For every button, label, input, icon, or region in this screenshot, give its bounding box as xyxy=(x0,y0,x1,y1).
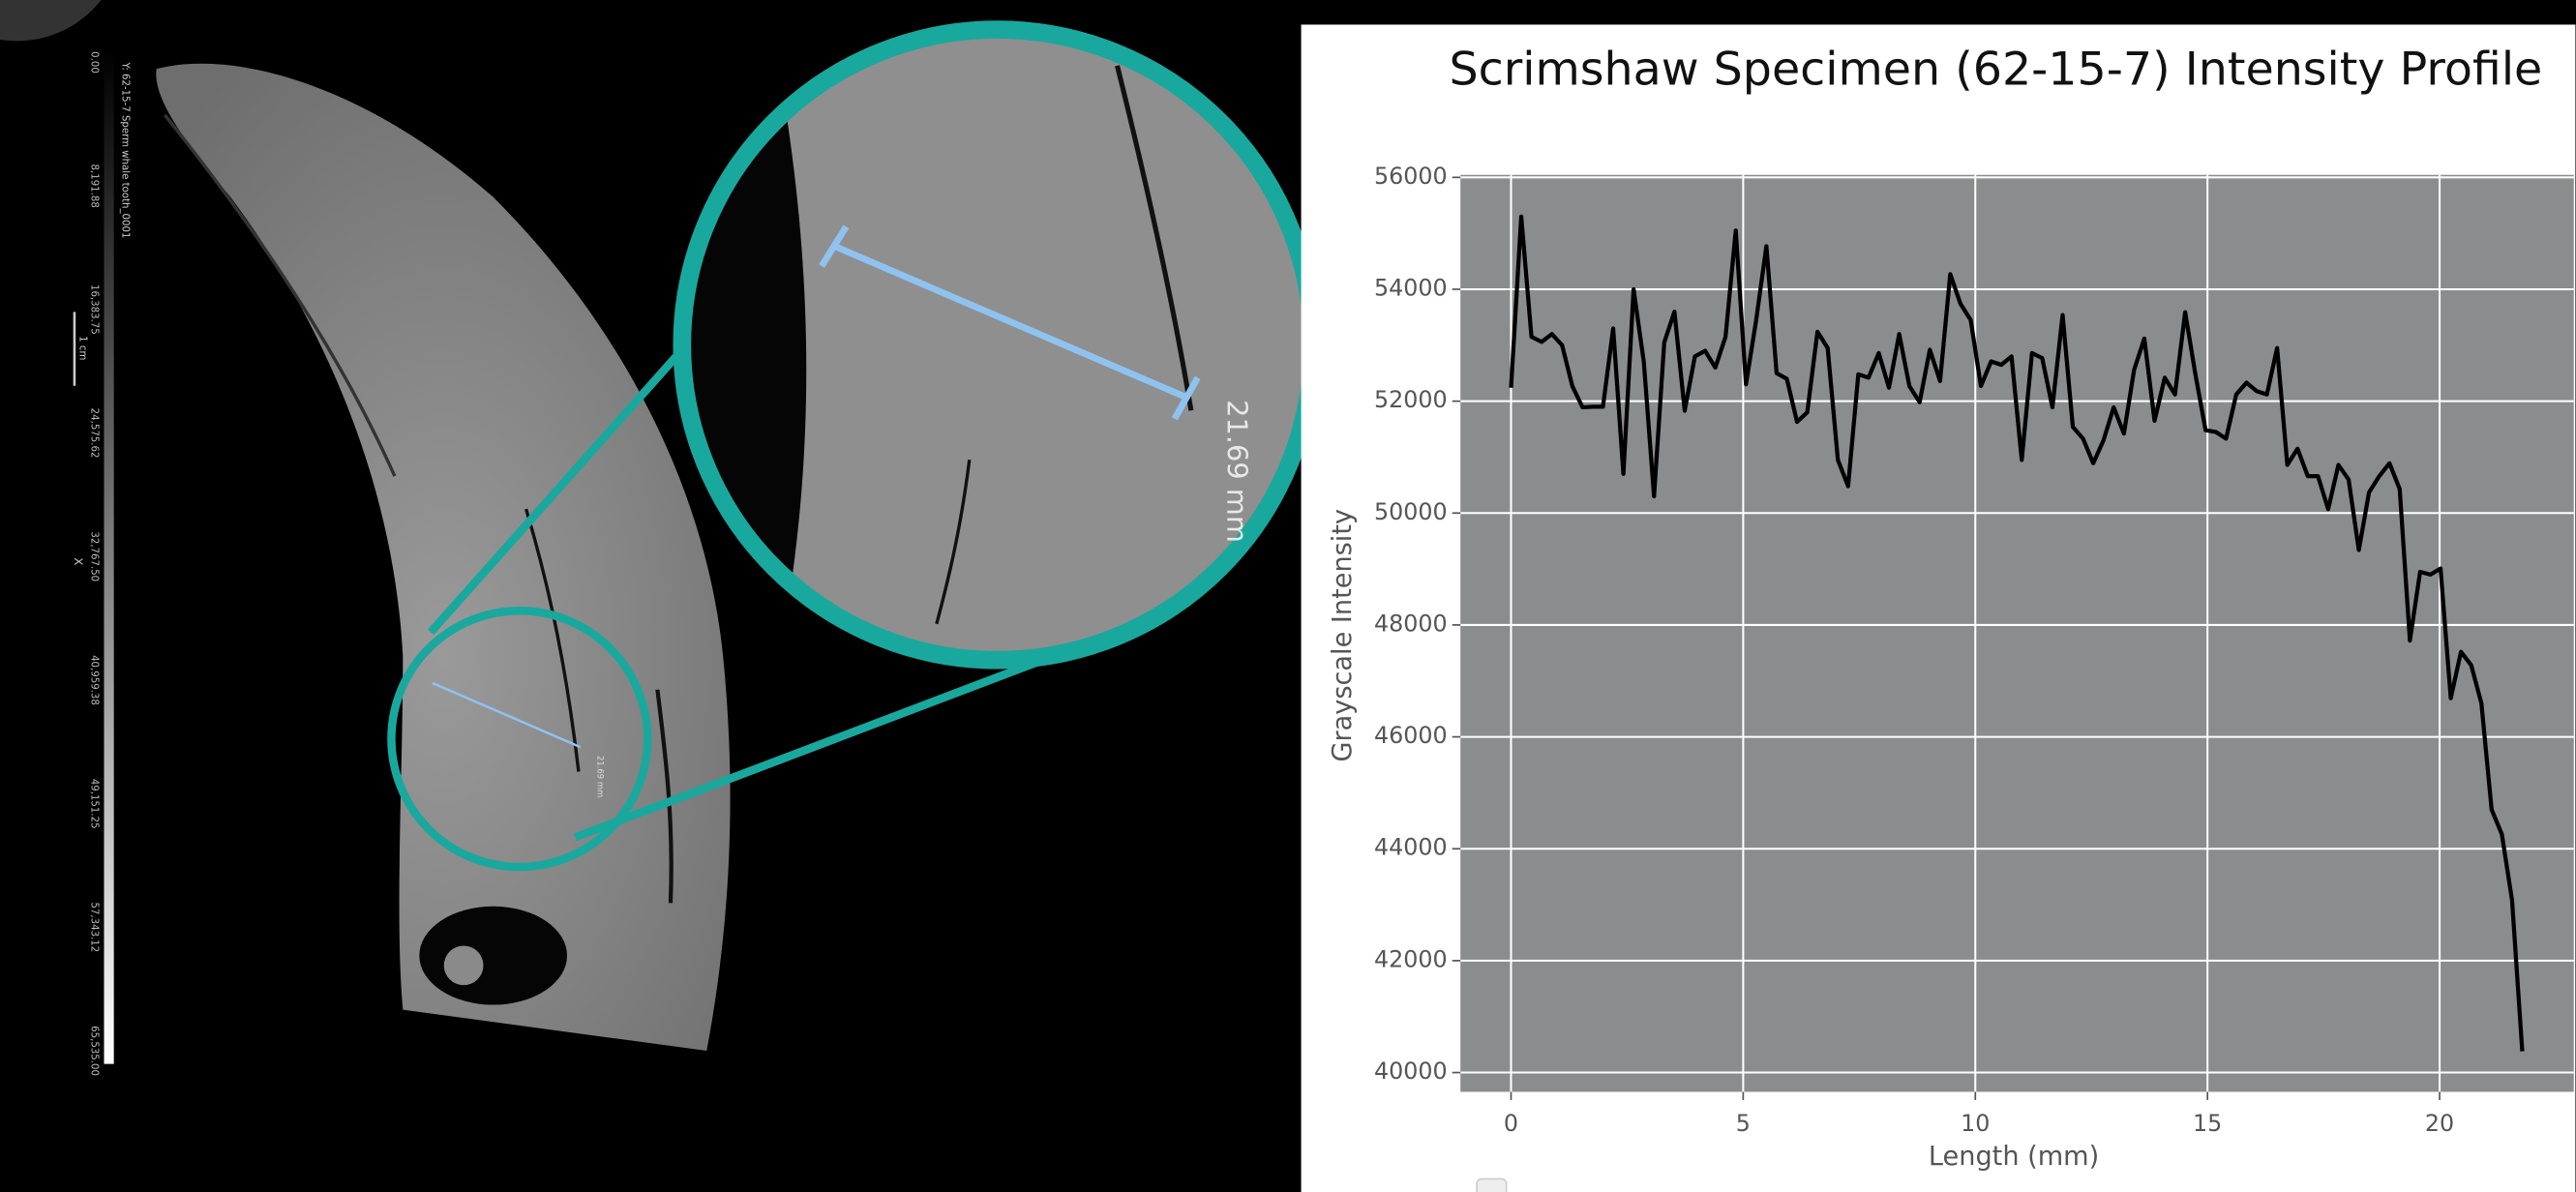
colorbar-label: 57,343.12 xyxy=(88,902,99,952)
file-label: Y: 62-15-7 Sperm whale tooth_0001 xyxy=(120,61,131,238)
y-tick-label: 56000 xyxy=(1374,163,1448,190)
colorbar-label: 40,959.38 xyxy=(88,655,99,705)
measurement-label: 21.69 mm xyxy=(595,756,605,797)
x-tick-label: 15 xyxy=(2193,1110,2222,1137)
page: 1 cm X Y: 62-15-7 Sperm whale tooth_0001… xyxy=(0,0,2576,1192)
colorbar-label: 16,383.75 xyxy=(88,284,99,335)
y-tick-label: 40000 xyxy=(1374,1058,1448,1085)
y-tick-label: 42000 xyxy=(1374,945,1448,972)
colorbar-label: 8,191.88 xyxy=(88,164,99,208)
y-axis-label: Grayscale Intensity xyxy=(1328,509,1358,762)
measurement-label-zoomed: 21.69 mm xyxy=(1221,400,1254,543)
x-tick-label: 10 xyxy=(1961,1110,1990,1137)
chart-title: Scrimshaw Specimen (62-15-7) Intensity P… xyxy=(1449,44,2542,97)
figure: 1 cm X Y: 62-15-7 Sperm whale tooth_0001… xyxy=(0,0,2576,1192)
x-tick-label: 0 xyxy=(1504,1110,1518,1137)
colorbar-label: 65,535.00 xyxy=(88,1026,99,1076)
scalebar-label: 1 cm xyxy=(76,336,87,360)
y-tick-label: 48000 xyxy=(1374,610,1448,637)
axis-letter: X xyxy=(72,557,85,565)
y-tick-label: 46000 xyxy=(1374,722,1448,749)
y-tick-label: 50000 xyxy=(1374,498,1448,525)
colorbar-label: 32,767.50 xyxy=(88,531,99,581)
cavity-detail xyxy=(444,945,484,985)
x-axis-label: Length (mm) xyxy=(1929,1142,2099,1172)
colorbar-label: 24,575.62 xyxy=(88,408,99,459)
y-tick-label: 54000 xyxy=(1374,274,1448,301)
colorbar-label: 49,151.25 xyxy=(88,779,99,829)
colorbar-label: 0.00 xyxy=(88,51,99,74)
y-tick-label: 52000 xyxy=(1374,386,1448,413)
plot-area xyxy=(1460,175,2574,1092)
colorbar xyxy=(104,49,113,1064)
x-tick-label: 5 xyxy=(1736,1110,1751,1137)
checkbox[interactable] xyxy=(1477,1178,1507,1192)
y-tick-label: 44000 xyxy=(1374,834,1448,861)
cavity xyxy=(419,907,567,1005)
x-tick-label: 20 xyxy=(2425,1110,2454,1137)
